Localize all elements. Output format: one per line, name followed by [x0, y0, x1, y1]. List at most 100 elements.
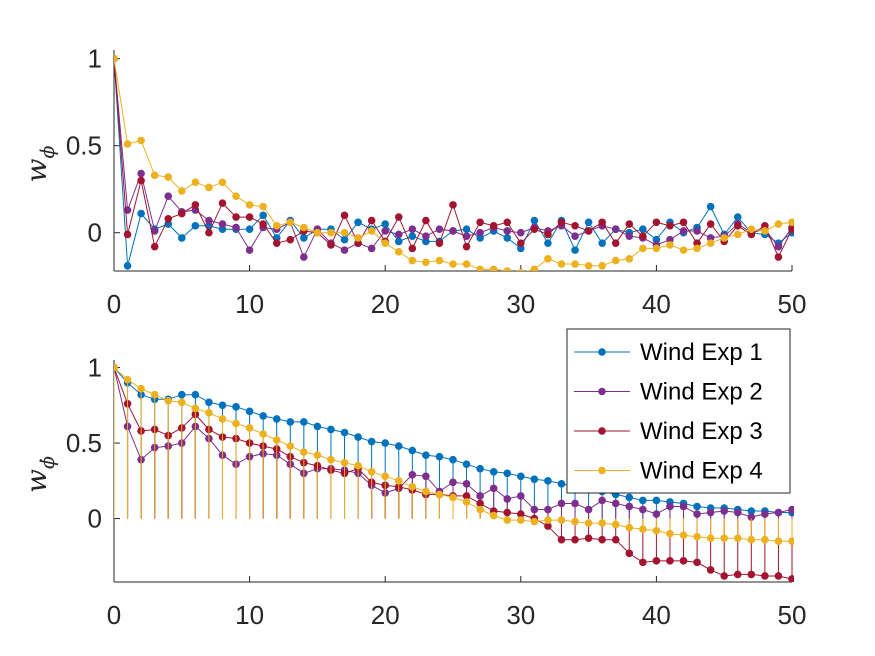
data-point: [408, 446, 417, 455]
data-point: [340, 235, 349, 244]
data-point: [679, 246, 688, 254]
x-tick-label: 20: [371, 600, 400, 630]
data-point: [639, 225, 647, 234]
data-point: [435, 225, 444, 234]
data-point: [422, 451, 430, 459]
data-point: [232, 192, 240, 200]
data-point: [761, 572, 769, 580]
data-point: [476, 218, 484, 227]
data-point: [422, 258, 430, 267]
data-point: [340, 246, 349, 254]
data-point: [381, 472, 390, 481]
data-point: [720, 507, 728, 515]
data-point: [449, 493, 457, 502]
data-point: [503, 516, 512, 524]
y-tick-label: 0.5: [66, 131, 102, 161]
data-point: [150, 390, 159, 399]
data-point: [517, 472, 525, 481]
data-point: [598, 496, 606, 505]
legend-marker: [598, 466, 606, 475]
data-point: [544, 505, 552, 514]
data-point: [286, 218, 295, 227]
data-point: [652, 510, 661, 518]
data-point: [164, 396, 173, 405]
data-point: [652, 496, 661, 505]
x-tick-label: 10: [235, 600, 264, 630]
data-point: [530, 505, 539, 514]
data-point: [598, 519, 606, 527]
data-point: [476, 265, 484, 271]
data-point: [503, 227, 512, 235]
data-point: [733, 230, 742, 239]
data-point: [706, 534, 715, 543]
data-point: [422, 487, 430, 496]
data-point: [679, 227, 688, 235]
data-point: [422, 216, 430, 225]
data-point: [259, 211, 267, 220]
data-point: [259, 412, 267, 420]
data-point: [625, 523, 634, 532]
legend: Wind Exp 1 Wind Exp 2 Wind Exp 3 Wind Exp 4: [566, 328, 791, 494]
data-point: [584, 261, 593, 270]
data-point: [666, 502, 674, 511]
data-point: [394, 477, 403, 485]
data-point: [422, 237, 430, 246]
data-point: [733, 570, 742, 579]
data-point: [679, 531, 688, 539]
data-point: [367, 244, 376, 253]
legend-box: [566, 328, 791, 494]
data-point: [530, 225, 539, 234]
data-point: [706, 239, 715, 247]
data-point: [693, 502, 701, 511]
y-axis-label: wϕ̇: [20, 456, 59, 493]
data-point: [205, 398, 213, 407]
data-point: [435, 256, 444, 265]
data-point: [259, 430, 267, 438]
data-point: [245, 213, 254, 221]
top-axes: 0 10 20 30 40 50 0 0.5 1 wϕ: [20, 44, 806, 319]
data-point: [462, 460, 471, 469]
data-point: [598, 261, 606, 270]
data-point: [178, 234, 186, 242]
data-point: [327, 228, 335, 237]
data-point: [340, 228, 349, 237]
data-point: [584, 505, 593, 514]
data-point: [449, 260, 457, 268]
plot-area: [114, 363, 794, 582]
data-point: [272, 239, 281, 247]
data-point: [422, 472, 430, 481]
data-point: [449, 455, 457, 464]
data-point: [530, 265, 539, 271]
data-point: [557, 218, 566, 227]
data-point: [611, 520, 620, 529]
data-point: [408, 225, 417, 234]
legend-marker: [598, 348, 606, 356]
data-point: [530, 475, 539, 484]
data-point: [489, 265, 498, 271]
data-point: [571, 246, 579, 254]
data-point: [476, 234, 484, 242]
data-point: [300, 253, 308, 261]
data-point: [218, 178, 227, 187]
legend-label: Wind Exp 2: [640, 379, 763, 406]
data-point: [476, 492, 484, 500]
data-point: [381, 220, 390, 228]
data-point: [747, 507, 756, 515]
data-point: [272, 221, 281, 230]
y-tick-label: 0: [88, 218, 102, 248]
data-point: [788, 537, 794, 546]
data-point: [584, 519, 593, 527]
data-point: [381, 239, 390, 247]
data-point: [517, 239, 525, 247]
data-point: [761, 510, 769, 518]
data-point: [300, 418, 308, 426]
data-point: [489, 467, 498, 476]
data-point: [788, 225, 794, 234]
data-point: [652, 218, 661, 227]
x-tick-label: 10: [235, 289, 264, 319]
data-point: [625, 502, 634, 511]
data-point: [652, 557, 661, 565]
data-point: [774, 253, 783, 261]
data-point: [761, 535, 769, 544]
